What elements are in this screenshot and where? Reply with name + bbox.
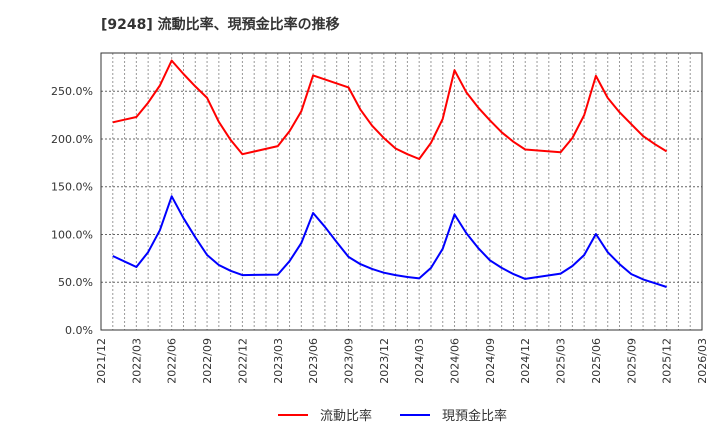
x-tick-label: 2025/03 (555, 338, 568, 384)
legend-item-cash-ratio: 現預金比率 (400, 405, 507, 424)
x-tick-label: 2025/09 (625, 338, 638, 384)
x-tick-label: 2023/09 (342, 338, 355, 384)
grid-lines (101, 53, 702, 330)
legend-label: 流動比率 (320, 409, 373, 424)
x-tick-label: 2026/03 (696, 338, 709, 384)
legend-label: 現預金比率 (442, 409, 508, 424)
plot-frame (100, 52, 703, 331)
chart-title: [9248] 流動比率、現預金比率の推移 (101, 17, 340, 33)
x-tick-label: 2024/06 (449, 338, 462, 384)
x-tick-label: 2022/06 (166, 338, 179, 384)
y-tick-label: 200.0% (51, 133, 93, 146)
legend-swatch-blue (400, 413, 431, 416)
x-tick-label: 2025/06 (590, 338, 603, 384)
y-axis-tick-labels: 0.0% 50.0% 100.0% 150.0% 200.0% 250.0% (51, 85, 93, 337)
y-tick-label: 250.0% (51, 85, 93, 98)
data-series (112, 59, 668, 288)
x-tick-label: 2022/09 (201, 338, 214, 384)
x-tick-label: 2024/03 (413, 338, 426, 384)
x-tick-label: 2023/06 (307, 338, 320, 384)
x-tick-label: 2022/03 (130, 338, 143, 384)
series-line (112, 59, 668, 160)
x-tick-label: 2023/03 (272, 338, 285, 384)
x-tick-label: 2025/12 (661, 338, 674, 384)
legend-item-current-ratio: 流動比率 (278, 405, 372, 424)
x-axis-tick-labels: 2021/12 2022/03 2022/06 2022/09 2022/12 2023/… (95, 338, 709, 384)
legend-swatch-red (278, 413, 308, 416)
x-tick-label: 2021/12 (95, 338, 108, 384)
y-tick-label: 0.0% (65, 324, 93, 337)
y-tick-label: 150.0% (51, 181, 93, 194)
x-tick-label: 2023/12 (378, 338, 391, 384)
x-tick-label: 2024/09 (484, 338, 497, 384)
x-tick-label: 2024/12 (519, 338, 532, 384)
y-tick-label: 50.0% (58, 276, 93, 289)
series-line (112, 195, 667, 288)
legend: 流動比率 現預金比率 (278, 405, 535, 424)
y-tick-label: 100.0% (51, 228, 93, 241)
x-tick-label: 2022/12 (236, 338, 249, 384)
